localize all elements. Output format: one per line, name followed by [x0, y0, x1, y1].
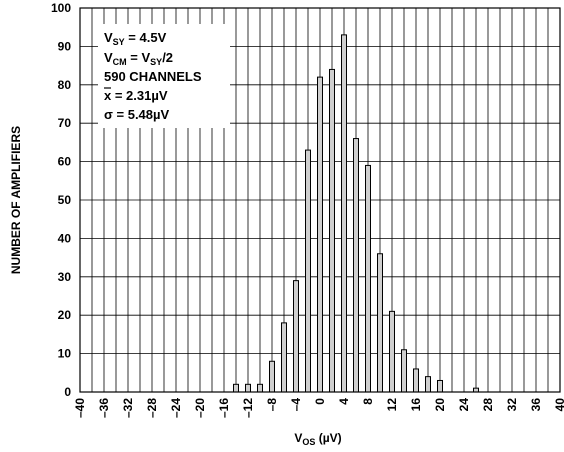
y-axis-title: NUMBER OF AMPLIFIERS	[9, 126, 23, 274]
histogram-bar	[233, 383, 239, 393]
x-axis-title: VOS (µV)	[294, 431, 341, 447]
y-tick-label: 0	[64, 385, 71, 399]
histogram-bar	[341, 34, 347, 393]
x-tick-labels: –40 –36 –32 –28 –24 –20 –16 –12 –8 –4 0 4 8 12 16 20 24 2…	[73, 398, 564, 418]
x-tick-label: –16	[217, 398, 231, 418]
x-tick-label: 36	[529, 398, 543, 412]
plot-frame	[79, 7, 561, 393]
annotation-line-common-mode: VCM = VSY/2	[104, 50, 173, 67]
annotation-box	[98, 24, 230, 128]
x-tick-label: –40	[73, 398, 87, 418]
x-tick-label: –12	[241, 398, 255, 418]
y-tick-label: 10	[58, 347, 72, 361]
y-tick-label: 70	[58, 116, 72, 130]
x-tick-label: –28	[145, 398, 159, 418]
histogram-bar	[365, 164, 371, 393]
histogram-bar	[281, 322, 287, 393]
x-tick-label: 20	[433, 398, 447, 412]
x-tick-label: 24	[457, 398, 471, 412]
histogram-bar	[413, 368, 419, 393]
histogram-bar	[317, 76, 323, 393]
histogram-bar	[245, 383, 251, 393]
x-tick-label: 40	[553, 398, 564, 412]
histogram-bar	[377, 253, 383, 393]
histogram-bar	[401, 349, 407, 393]
histogram-bar	[389, 310, 395, 393]
x-tick-label: 12	[385, 398, 399, 412]
histogram-bar	[353, 138, 359, 393]
y-tick-label: 80	[58, 78, 72, 92]
x-tick-label: –8	[265, 398, 279, 412]
x-tick-label: –24	[169, 398, 183, 418]
y-tick-label: 30	[58, 270, 72, 284]
x-tick-label: 16	[409, 398, 423, 412]
histogram-bar	[329, 68, 335, 393]
x-tick-label: –20	[193, 398, 207, 418]
y-tick-label: 40	[58, 231, 72, 245]
y-tick-label: 90	[58, 39, 72, 53]
histogram-bar	[305, 149, 311, 393]
stats-annotation: VSY = 4.5V VCM = VSY/2 590 CHANNELS x = …	[98, 24, 230, 128]
annotation-line-supply: VSY = 4.5V	[104, 30, 167, 47]
annotation-line-mean: x = 2.31µV	[104, 88, 168, 103]
x-tick-label: –32	[121, 398, 135, 418]
x-tick-label: 0	[313, 398, 327, 405]
histogram-bar	[425, 376, 431, 393]
x-tick-label: 32	[505, 398, 519, 412]
y-tick-label: 50	[58, 193, 72, 207]
x-tick-label: 8	[361, 398, 375, 405]
histogram-bar	[437, 379, 443, 393]
annotation-line-sigma: σ = 5.48µV	[104, 107, 170, 122]
y-tick-labels: 0 10 20 30 40 50 60 70 80 90 100	[51, 1, 71, 399]
x-tick-label: –4	[289, 398, 303, 412]
x-tick-label: 4	[337, 398, 351, 405]
histogram-bar	[269, 360, 275, 393]
y-tick-label: 20	[58, 308, 72, 322]
histogram-bar	[257, 383, 263, 393]
histogram-bar	[293, 280, 299, 393]
y-tick-label: 100	[51, 1, 71, 15]
annotation-line-channels: 590 CHANNELS	[104, 69, 202, 84]
x-tick-label: –36	[97, 398, 111, 418]
y-tick-label: 60	[58, 155, 72, 169]
x-tick-label: 28	[481, 398, 495, 412]
